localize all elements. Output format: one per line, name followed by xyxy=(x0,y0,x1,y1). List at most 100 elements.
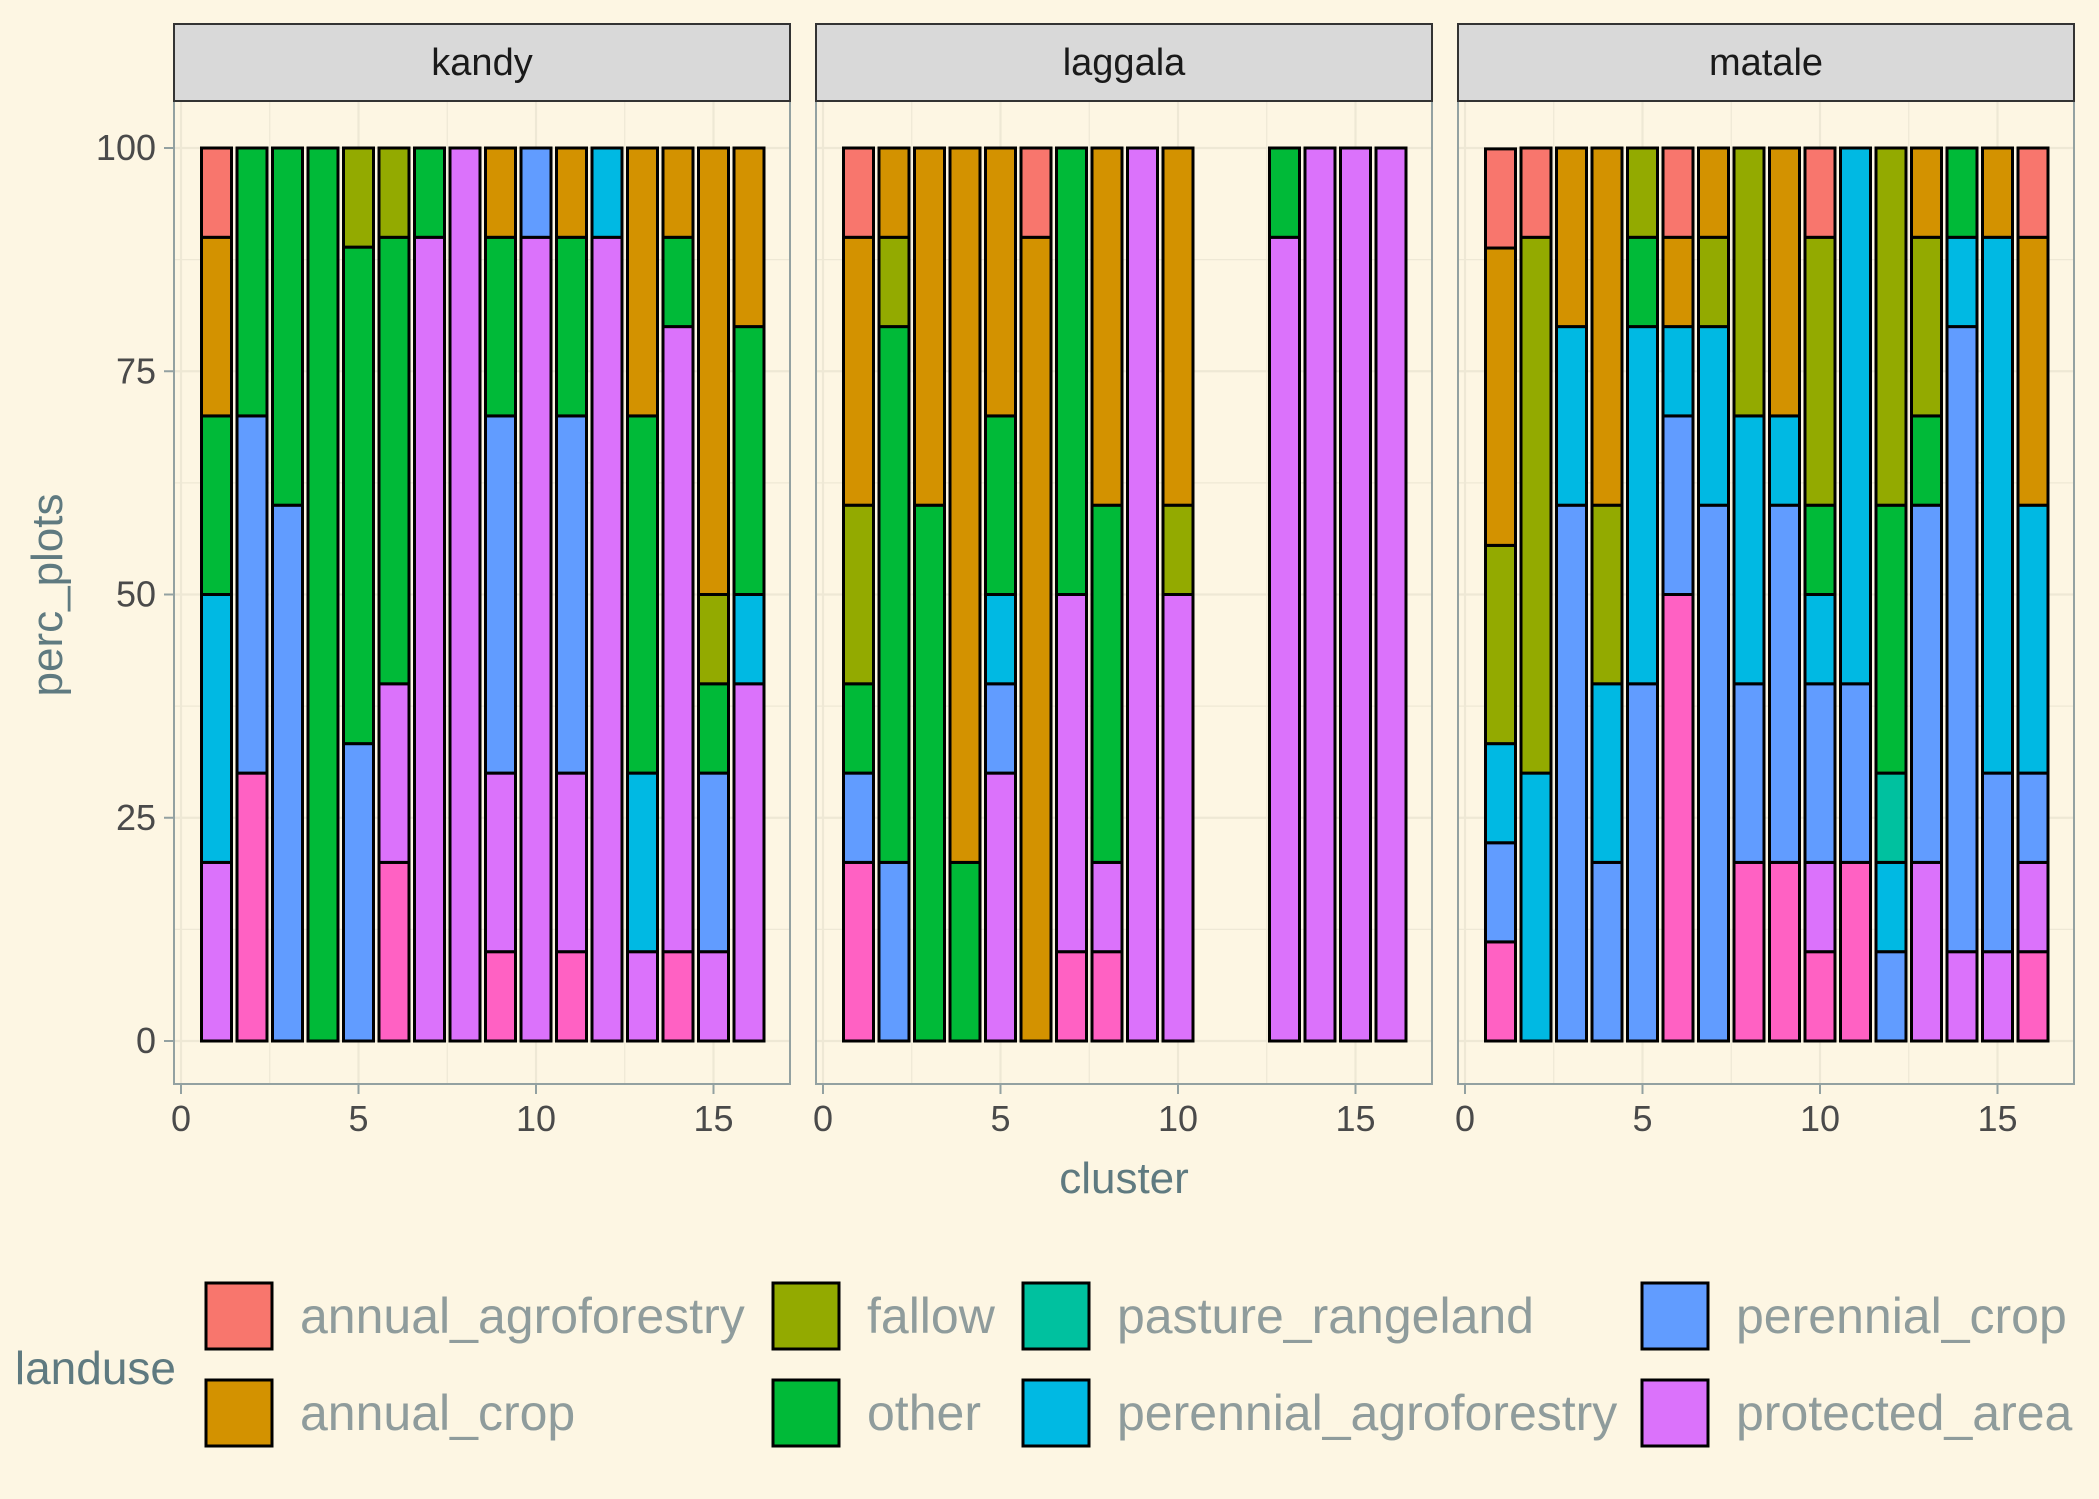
x-tick-label: 0 xyxy=(171,1098,191,1139)
bar-segment-matale-1-annual_agroforestry xyxy=(1484,147,1517,250)
legend-item-annual_agroforestry: annual_agroforestry xyxy=(204,1281,745,1351)
bar-segment-matale-16-annual_agroforestry xyxy=(2016,146,2050,239)
bar-segment-kandy-11-annual_crop xyxy=(555,146,588,239)
legend-label: other xyxy=(867,1385,981,1441)
legend-label: protected_area xyxy=(1736,1385,2073,1441)
bar-segment-laggala-5-perennial_crop xyxy=(984,682,1017,775)
legend-key xyxy=(1021,1281,1091,1351)
bar-segment-laggala-1-pink xyxy=(842,860,875,1043)
y-tick-label: 25 xyxy=(116,797,156,838)
bar-segment-laggala-3-annual_crop xyxy=(913,146,946,507)
y-axis: 0 25 50 75 100 xyxy=(96,127,174,1061)
bar-segment-matale-7-fallow xyxy=(1697,235,1730,329)
bar-segment-matale-15-perennial_crop xyxy=(1981,771,2014,954)
x-tick-label: 10 xyxy=(516,1098,556,1139)
bar-segment-kandy-5-other xyxy=(342,245,375,746)
x-tick-label: 0 xyxy=(813,1098,833,1139)
legend-item-pasture_rangeland: pasture_rangeland xyxy=(1021,1281,1534,1351)
bar-segment-matale-5-perennial_crop xyxy=(1626,682,1659,1043)
bar-segment-kandy-14-pink xyxy=(661,950,695,1043)
bar-segment-laggala-10-protected_area xyxy=(1161,593,1195,1043)
bar-segment-matale-6-perennial_crop xyxy=(1661,414,1695,596)
bar-segment-matale-11-pink xyxy=(1839,860,1872,1043)
bar-segment-kandy-12-protected_area xyxy=(590,235,624,1043)
bar-segment-laggala-8-pink xyxy=(1090,950,1124,1043)
panel-kandy: kandy 0 5 10 15 xyxy=(171,23,791,1139)
bar-segment-matale-6-perennial_agroforestry xyxy=(1661,325,1695,418)
bar-segment-kandy-2-other xyxy=(235,146,269,418)
bar-segment-kandy-14-other xyxy=(661,235,695,329)
bar-segment-laggala-1-perennial_crop xyxy=(842,771,875,864)
bar-segment-matale-12-perennial_crop xyxy=(1874,950,1908,1043)
bar-segment-kandy-6-fallow xyxy=(377,146,411,239)
legend-label: annual_crop xyxy=(300,1385,575,1441)
bar-segment-matale-4-annual_crop xyxy=(1590,146,1624,507)
bar-segment-kandy-16-other xyxy=(732,325,766,596)
legend-key xyxy=(771,1378,841,1448)
bar-segment-kandy-15-other xyxy=(697,682,730,775)
bar-segment-laggala-3-other xyxy=(913,503,946,1043)
bar-segment-matale-6-annual_crop xyxy=(1661,235,1695,329)
bar-segment-matale-8-pink xyxy=(1732,860,1766,1043)
legend-item-other: other xyxy=(771,1378,981,1448)
bar-segment-matale-2-perennial_agroforestry xyxy=(1519,771,1553,1043)
bar-segment-matale-15-protected_area xyxy=(1981,950,2014,1043)
x-tick-label: 15 xyxy=(1977,1098,2017,1139)
x-tick-label: 10 xyxy=(1800,1098,1840,1139)
bar-segment-matale-10-annual_agroforestry xyxy=(1803,146,1837,239)
bar-segment-kandy-1-other xyxy=(200,414,233,596)
bar-segment-kandy-5-perennial_crop xyxy=(342,742,375,1043)
x-tick-label: 5 xyxy=(1632,1098,1652,1139)
legend-item-perennial_crop: perennial_crop xyxy=(1640,1281,2067,1351)
bar-segment-kandy-15-protected_area xyxy=(697,950,730,1043)
bar-segment-matale-13-protected_area xyxy=(1910,860,1943,1043)
bar-segment-matale-3-perennial_crop xyxy=(1555,503,1588,1043)
bar-segment-laggala-2-perennial_crop xyxy=(877,860,911,1043)
bar-segment-kandy-6-protected_area xyxy=(377,682,411,864)
bar-segment-matale-10-perennial_agroforestry xyxy=(1803,593,1837,686)
bar-segment-kandy-11-perennial_crop xyxy=(555,414,588,775)
legend-label: pasture_rangeland xyxy=(1117,1288,1534,1344)
bar-segment-matale-5-fallow xyxy=(1626,146,1659,239)
panel-laggala: laggala 0 5 10 15 xyxy=(813,23,1433,1139)
bar-segment-matale-16-perennial_agroforestry xyxy=(2016,503,2050,775)
bar-segment-matale-15-perennial_agroforestry xyxy=(1981,235,2014,775)
bar-segment-matale-9-perennial_agroforestry xyxy=(1768,414,1801,507)
facet-strip-label: kandy xyxy=(431,42,532,84)
bar-segment-matale-5-other xyxy=(1626,235,1659,329)
legend-key xyxy=(1640,1281,1710,1351)
bar-segment-laggala-6-annual_crop xyxy=(1019,235,1053,1043)
bar-segment-laggala-1-annual_agroforestry xyxy=(842,146,875,239)
bar-segment-matale-8-perennial_crop xyxy=(1732,682,1766,864)
legend-label: annual_agroforestry xyxy=(300,1288,745,1344)
bar-segment-matale-1-perennial_agroforestry xyxy=(1484,742,1517,845)
bar-segment-kandy-13-other xyxy=(626,414,659,775)
bar-segment-kandy-2-perennial_crop xyxy=(235,414,269,775)
bar-segment-matale-12-perennial_agroforestry xyxy=(1874,860,1908,954)
bar-segment-laggala-7-pink xyxy=(1055,950,1088,1043)
legend-item-perennial_agroforestry: perennial_agroforestry xyxy=(1021,1378,1617,1448)
bar-segment-laggala-13-other xyxy=(1268,146,1301,239)
bar-segment-laggala-7-protected_area xyxy=(1055,593,1088,954)
bar-segment-laggala-9-protected_area xyxy=(1126,146,1159,1043)
bar-segment-laggala-1-other xyxy=(842,682,875,775)
bar-segment-laggala-4-annual_crop xyxy=(948,146,982,864)
bar-segment-laggala-5-protected_area xyxy=(984,771,1017,1043)
bar-segment-kandy-1-annual_crop xyxy=(200,235,233,418)
bar-segment-matale-1-fallow xyxy=(1484,543,1517,746)
bar-segment-matale-11-perennial_crop xyxy=(1839,682,1872,864)
x-axis-title: cluster xyxy=(1059,1154,1189,1203)
x-tick-label: 15 xyxy=(693,1098,733,1139)
bar-segment-kandy-15-annual_crop xyxy=(697,146,730,596)
bar-segment-matale-10-pink xyxy=(1803,950,1837,1043)
facet-strip xyxy=(1457,23,2075,102)
bar-segment-laggala-5-other xyxy=(984,414,1017,596)
bar-segment-matale-5-perennial_agroforestry xyxy=(1626,325,1659,686)
bar-segment-matale-3-annual_crop xyxy=(1555,146,1588,329)
bar-segment-matale-10-fallow xyxy=(1803,235,1837,507)
bar-segment-laggala-14-protected_area xyxy=(1303,146,1337,1043)
bar-segment-kandy-16-annual_crop xyxy=(732,146,766,329)
legend-key xyxy=(1640,1378,1710,1448)
legend-label: perennial_agroforestry xyxy=(1117,1385,1617,1441)
facet-strip-label: matale xyxy=(1709,42,1823,84)
